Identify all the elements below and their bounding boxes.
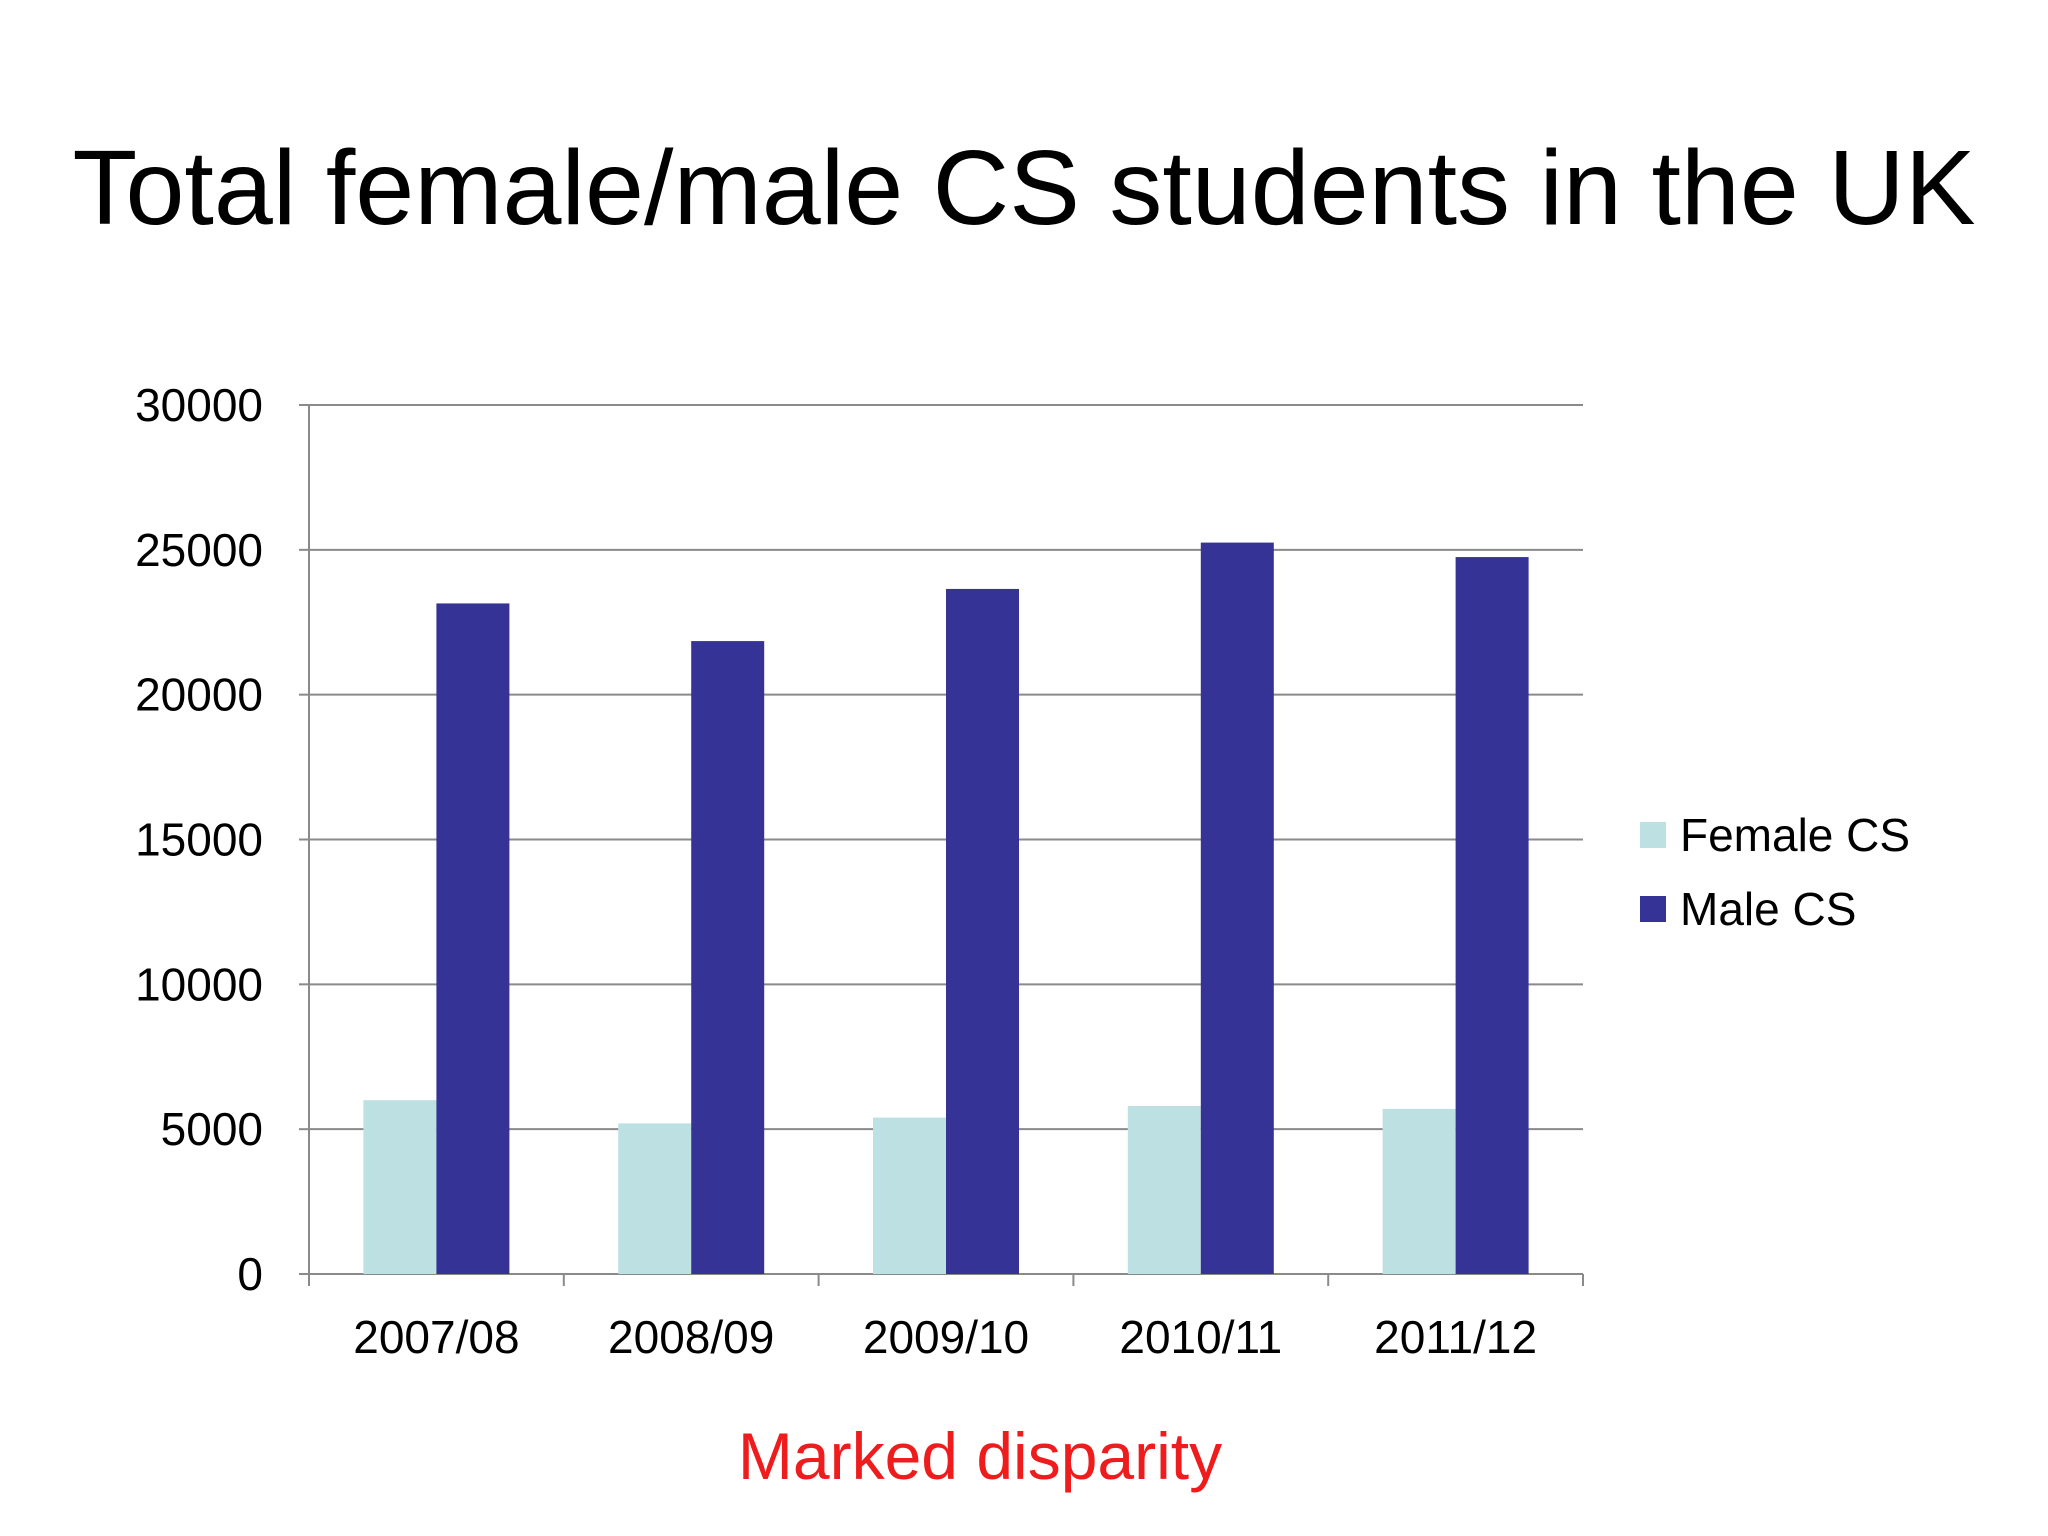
- bar-male-cs-2011-12: [1455, 557, 1529, 1274]
- bar-female-cs-2011-12: [1382, 1108, 1456, 1274]
- y-tick-label: 0: [237, 1248, 263, 1300]
- x-tick-label: 2007/08: [353, 1311, 519, 1363]
- legend-swatch-male-cs: [1640, 896, 1666, 922]
- x-tick-label: 2009/10: [863, 1311, 1029, 1363]
- bar-male-cs-2008-09: [691, 641, 765, 1274]
- y-tick-label: 5000: [161, 1103, 263, 1155]
- x-tick-label: 2008/09: [608, 1311, 774, 1363]
- bar-female-cs-2007-08: [363, 1100, 437, 1274]
- bar-male-cs-2007-08: [436, 603, 510, 1274]
- legend-label-female-cs: Female CS: [1680, 809, 1910, 861]
- legend-label-male-cs: Male CS: [1680, 883, 1856, 935]
- x-tick-label: 2011/12: [1374, 1311, 1537, 1363]
- bar-female-cs-2010-11: [1127, 1105, 1201, 1274]
- bar-male-cs-2009-10: [946, 588, 1019, 1274]
- bar-male-cs-2010-11: [1200, 542, 1274, 1274]
- y-tick-label: 30000: [135, 379, 263, 431]
- y-tick-label: 25000: [135, 524, 263, 576]
- slide-title: Total female/male CS students in the UK: [72, 129, 1976, 247]
- y-tick-label: 20000: [135, 669, 263, 721]
- legend-swatch-female-cs: [1640, 822, 1666, 848]
- bar-female-cs-2009-10: [873, 1117, 946, 1274]
- caption-marked-disparity: Marked disparity: [737, 1419, 1223, 1493]
- x-tick-label: 2010/11: [1119, 1311, 1282, 1363]
- y-tick-label: 15000: [135, 814, 263, 866]
- y-tick-label: 10000: [135, 958, 263, 1010]
- bar-female-cs-2008-09: [618, 1123, 692, 1274]
